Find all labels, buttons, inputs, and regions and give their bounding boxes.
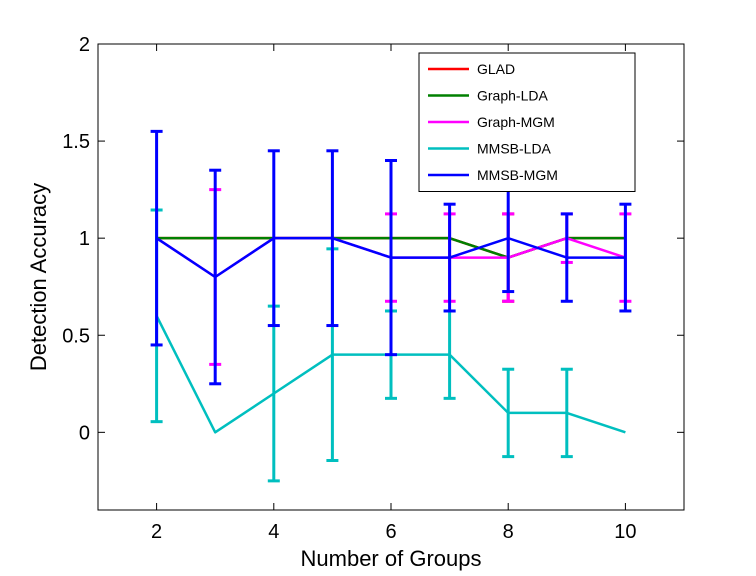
series-mmsb-mgm xyxy=(150,129,632,386)
legend-entry: MMSB-LDA xyxy=(428,141,552,157)
x-tick-label: 6 xyxy=(385,521,396,543)
y-tick-label: 2 xyxy=(79,34,90,56)
x-tick-label: 4 xyxy=(268,521,279,543)
legend-label: MMSB-LDA xyxy=(477,141,552,157)
legend-entry: MMSB-MGM xyxy=(428,167,558,183)
y-tick-label: 0.5 xyxy=(62,325,90,347)
legend-label: GLAD xyxy=(477,61,515,77)
legend-entry: Graph-MGM xyxy=(428,114,555,130)
legend-entry: Graph-LDA xyxy=(428,88,548,104)
y-tick-label: 1 xyxy=(79,228,90,250)
axes-layer: 2 4 6 8 10 0 0.5 1 1.5 2 xyxy=(62,34,685,543)
x-axis-label: Number of Groups xyxy=(301,546,482,571)
x-tick-label: 2 xyxy=(151,521,162,543)
y-tick-label: 0 xyxy=(79,422,90,444)
legend-label: MMSB-MGM xyxy=(477,167,558,183)
y-tick-label: 1.5 xyxy=(62,131,90,153)
legend: GLAD Graph-LDA Graph-MGM MMSB-LDA MMSB-MGM xyxy=(418,52,636,192)
legend-label: Graph-LDA xyxy=(477,88,548,104)
x-tick-label: 8 xyxy=(503,521,514,543)
series-layer xyxy=(150,129,632,483)
legend-label: Graph-MGM xyxy=(477,114,555,130)
legend-entry: GLAD xyxy=(428,61,515,77)
y-axis-label: Detection Accuracy xyxy=(26,183,51,371)
x-tick-label: 10 xyxy=(614,521,636,543)
